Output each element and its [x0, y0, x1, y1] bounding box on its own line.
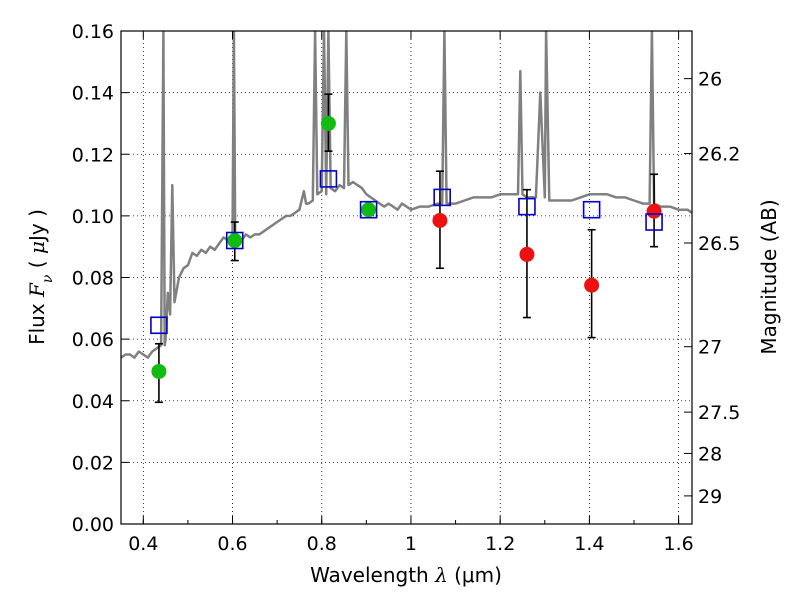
model-square-marker: [359, 200, 378, 219]
y-tick-label: 0.08: [72, 268, 114, 290]
green-data-point: [227, 233, 243, 249]
model-square-marker: [319, 170, 338, 188]
red-data-point: [646, 203, 662, 219]
x-axis-title: Wavelength λ (μm): [310, 563, 502, 587]
green-data-point: [320, 115, 336, 131]
right-tick-label: 28: [698, 443, 722, 465]
y-tick-label: 0.00: [72, 514, 114, 536]
data-layer: [121, 31, 692, 404]
x-tick-label: 0.6: [217, 533, 247, 555]
right-axis-title: Magnitude (AB): [757, 199, 781, 354]
y-tick-label: 0.16: [72, 21, 114, 43]
model-square-marker: [518, 197, 536, 216]
green-data-point: [151, 363, 167, 379]
x-tick-label: 1.2: [485, 533, 515, 555]
right-tick-label: 29: [698, 486, 722, 508]
model-square-marker: [150, 316, 168, 335]
red-data-point: [584, 277, 600, 293]
ticks: 0.4 0.6 0.8 1 1.2 1.4 1.6 0.00 0.02 0.04 0.06 0.08 0…: [72, 21, 741, 555]
y-axis-title: Flux Fν ( μJy ): [25, 209, 56, 345]
right-tick-label: 26.2: [698, 144, 740, 166]
model-square-marker: [582, 200, 601, 219]
x-tick-label: 1: [405, 533, 417, 555]
model-square-marker: [225, 231, 244, 250]
right-tick-label: 26.5: [698, 233, 740, 255]
y-tick-label: 0.12: [72, 144, 114, 166]
right-tick-label: 27: [698, 337, 722, 359]
right-tick-label: 27.5: [698, 402, 740, 424]
x-tick-label: 0.4: [128, 533, 158, 555]
model-square-marker: [433, 188, 451, 207]
red-data-point: [432, 212, 448, 228]
plot-background: [121, 31, 692, 524]
x-tick-label: 1.4: [574, 533, 604, 555]
plot-frame: [120, 30, 693, 525]
y-tick-label: 0.04: [72, 391, 114, 413]
y-tick-label: 0.02: [72, 452, 114, 474]
right-tick-label: 26: [698, 69, 722, 91]
red-data-point: [519, 246, 535, 262]
model-square-marker: [645, 213, 663, 231]
y-tick-label: 0.10: [72, 206, 114, 228]
model-spectrum-line: [121, 31, 692, 359]
y-tick-label: 0.06: [72, 329, 114, 351]
y-tick-label: 0.14: [72, 83, 114, 105]
x-tick-label: 1.6: [664, 533, 694, 555]
x-tick-label: 0.8: [307, 533, 337, 555]
green-data-point: [361, 202, 377, 218]
